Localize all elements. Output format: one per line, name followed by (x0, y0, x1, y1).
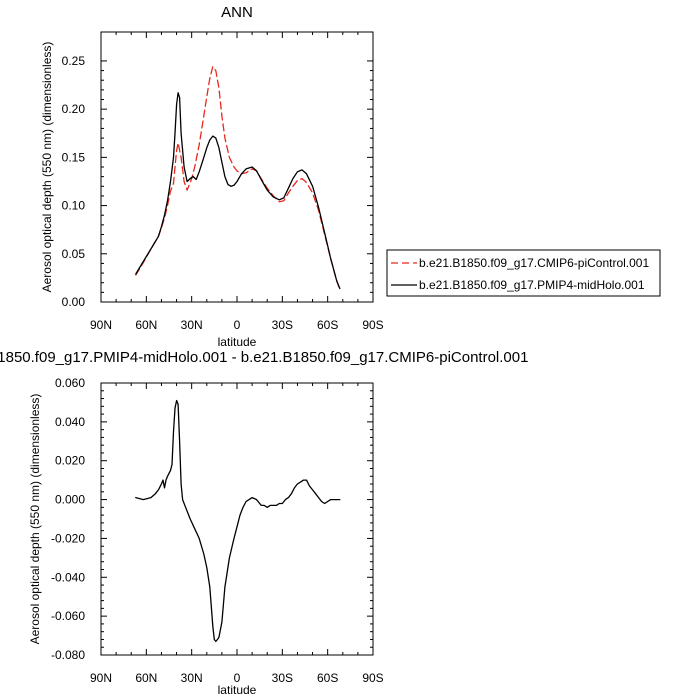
y-tick-label: 0.000 (55, 493, 85, 507)
y-tick-label: 0.040 (55, 415, 85, 429)
chart-top: ANN 0.00 0.05 0.10 0.15 0.20 0.25 90N 60N 30N 0 3… (40, 4, 661, 349)
x-tick-label: 90S (362, 671, 383, 685)
x-tick-label: 60S (317, 318, 338, 332)
x-tick-label: 60N (135, 671, 157, 685)
y-tick-label: 0.060 (55, 376, 85, 390)
chart-top-x-tick-labels: 90N 60N 30N 0 30S 60S 90S (90, 318, 384, 332)
x-tick-label: 0 (234, 318, 241, 332)
chart-top-title: ANN (221, 4, 253, 21)
chart-bottom-series-line-0 (135, 399, 341, 643)
chart-bottom-x-ticks (100, 383, 374, 655)
legend-label-piControl: b.e21.B1850.f09_g17.CMIP6-piControl.001 (419, 256, 649, 270)
chart-bottom-plot-frame (100, 382, 374, 656)
y-tick-label: -0.080 (51, 648, 85, 662)
chart-top-x-axis-label: latitude (218, 335, 257, 349)
x-tick-label: 30S (272, 318, 293, 332)
x-tick-label: 0 (234, 671, 241, 685)
chart-bottom-y-axis-label: Aerosol optical depth (550 nm) (dimensio… (28, 394, 42, 645)
x-tick-label: 90S (362, 318, 383, 332)
legend-label-midHolo: b.e21.B1850.f09_g17.PMIP4-midHolo.001 (419, 278, 645, 292)
chart-top-y-tick-labels: 0.00 0.05 0.10 0.15 0.20 0.25 (62, 54, 86, 309)
chart-top-y-axis-label: Aerosol optical depth (550 nm) (dimensio… (40, 42, 54, 293)
x-tick-label: 60N (135, 318, 157, 332)
chart-bottom-y-ticks (101, 382, 373, 656)
chart-bottom-series (135, 399, 341, 643)
chart-bottom-y-tick-labels: -0.080 -0.060 -0.040 -0.020 0.000 0.020 0.040 0… (51, 376, 85, 662)
chart-top-x-ticks (100, 32, 374, 302)
chart-top-series (135, 66, 341, 291)
legend-box (386, 249, 661, 297)
chart-bottom-title: b.e21.B1850.f09_g17.PMIP4-midHolo.001 - … (0, 349, 528, 366)
y-tick-label: -0.040 (51, 570, 85, 584)
y-tick-label: 0.00 (62, 295, 86, 309)
x-tick-label: 90N (90, 671, 112, 685)
x-tick-label: 30S (272, 671, 293, 685)
chart-top-y-ticks (101, 60, 373, 303)
chart-bottom: b.e21.B1850.f09_g17.PMIP4-midHolo.001 - … (0, 349, 528, 697)
chart-bottom-x-tick-labels: 90N 60N 30N 0 30S 60S 90S (90, 671, 384, 685)
chart-top-plot-frame (100, 31, 374, 303)
x-tick-label: 90N (90, 318, 112, 332)
y-tick-label: 0.05 (62, 247, 86, 261)
x-tick-label: 30N (181, 318, 203, 332)
y-tick-label: 0.10 (62, 199, 86, 213)
y-tick-label: -0.020 (51, 531, 85, 545)
y-tick-label: 0.20 (62, 102, 86, 116)
chart-top-legend: b.e21.B1850.f09_g17.CMIP6-piControl.001 … (386, 249, 661, 297)
chart-bottom-x-axis-label: latitude (218, 683, 257, 697)
x-tick-label: 60S (317, 671, 338, 685)
x-tick-label: 30N (181, 671, 203, 685)
chart-top-series-line-0 (135, 66, 341, 291)
y-tick-label: 0.15 (62, 150, 86, 164)
y-tick-label: 0.25 (62, 54, 86, 68)
y-tick-label: 0.020 (55, 454, 85, 468)
chart-top-series-line-1 (135, 92, 341, 290)
y-tick-label: -0.060 (51, 609, 85, 623)
